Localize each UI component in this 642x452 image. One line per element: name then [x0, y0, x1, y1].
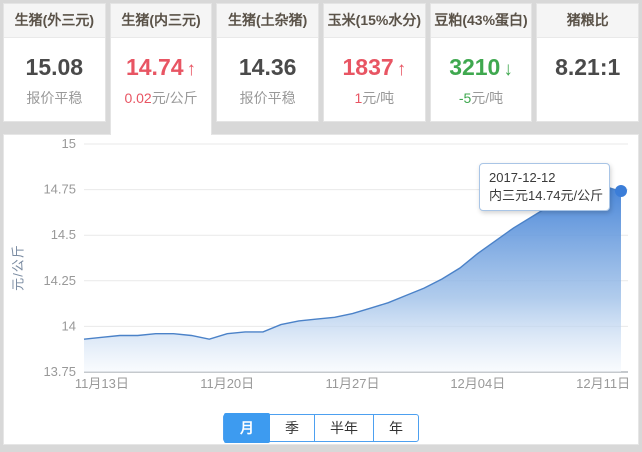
- card-pig-inner-three[interactable]: 生猪(内三元) 14.74 ↑ 0.02元/公斤: [109, 3, 213, 135]
- card-value: 15.08: [25, 54, 84, 80]
- chart-tooltip: 2017-12-12 内三元14.74元/公斤: [479, 163, 610, 211]
- svg-text:14.5: 14.5: [51, 227, 76, 242]
- card-pig-mixed[interactable]: 生猪(土杂猪) 14.36 报价平稳: [216, 3, 320, 122]
- card-pig-outer-three[interactable]: 生猪(外三元) 15.08 报价平稳: [3, 3, 106, 122]
- price-cards-row: 生猪(外三元) 15.08 报价平稳 生猪(内三元) 14.74 ↑ 0.02元/…: [3, 3, 640, 135]
- card-value: 8.21:1: [555, 54, 621, 80]
- down-arrow-icon: ↓: [503, 59, 513, 80]
- range-button-half-year[interactable]: 半年: [314, 415, 373, 441]
- range-button-month[interactable]: 月: [224, 413, 270, 443]
- card-pig-grain-ratio[interactable]: 猪粮比 8.21:1: [536, 3, 640, 122]
- range-buttons-row: 月 季 半年 年: [4, 413, 638, 443]
- card-title: 生猪(外三元): [4, 4, 105, 38]
- svg-text:11月27日: 11月27日: [326, 376, 380, 391]
- card-title: 生猪(土杂猪): [217, 4, 319, 38]
- card-subtitle: 报价平稳: [26, 90, 83, 106]
- card-corn[interactable]: 玉米(15%水分) 1837 ↑ 1元/吨: [323, 3, 426, 122]
- svg-text:14.25: 14.25: [43, 273, 76, 288]
- svg-text:12月11日: 12月11日: [576, 376, 630, 391]
- card-title: 生猪(内三元): [110, 4, 212, 38]
- svg-text:13.75: 13.75: [43, 364, 76, 379]
- card-subtitle: 1元/吨: [354, 90, 395, 106]
- card-subtitle: 0.02元/公斤: [124, 90, 198, 106]
- y-axis-title: 元/公斤: [10, 244, 26, 291]
- tooltip-date: 2017-12-12: [489, 170, 556, 185]
- card-value: 14.36: [238, 54, 297, 80]
- card-subtitle: -5元/吨: [458, 90, 504, 106]
- svg-text:12月04日: 12月04日: [450, 376, 505, 391]
- card-value: 14.74 ↑: [125, 54, 197, 80]
- card-value: 1837 ↑: [342, 54, 407, 80]
- card-soybean-meal[interactable]: 豆粕(43%蛋白) 3210 ↓ -5元/吨: [429, 3, 533, 122]
- card-value: 3210 ↓: [449, 54, 513, 80]
- chart-panel: 15 14.75 14.5 14.25 14 13.75 11月13日 11月20日 11月27…: [3, 134, 639, 445]
- tooltip-value: 内三元14.74元/公斤: [489, 188, 604, 203]
- svg-text:11月20日: 11月20日: [200, 376, 254, 391]
- range-button-quarter[interactable]: 季: [285, 420, 299, 436]
- svg-text:14.75: 14.75: [43, 182, 76, 197]
- card-title: 玉米(15%水分): [324, 4, 425, 38]
- up-arrow-icon: ↑: [186, 59, 197, 80]
- svg-text:14: 14: [62, 318, 76, 333]
- card-title: 豆粕(43%蛋白): [430, 4, 532, 38]
- up-arrow-icon: ↑: [396, 59, 407, 80]
- card-subtitle: 报价平稳: [239, 90, 296, 106]
- svg-text:15: 15: [62, 136, 76, 151]
- last-point-marker: [615, 185, 627, 198]
- svg-text:11月13日: 11月13日: [75, 376, 129, 391]
- range-button-year[interactable]: 年: [373, 415, 418, 441]
- chart-area[interactable]: 15 14.75 14.5 14.25 14 13.75 11月13日 11月20日 11月27…: [4, 135, 640, 397]
- range-button-group: 月 季 半年 年: [223, 413, 419, 443]
- card-title: 猪粮比: [537, 4, 639, 38]
